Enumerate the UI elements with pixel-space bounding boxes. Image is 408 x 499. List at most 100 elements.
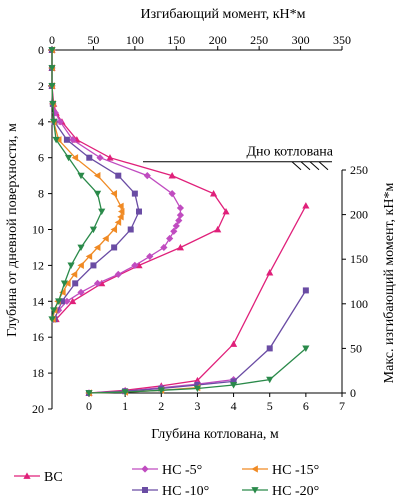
legend-label: ВС — [44, 470, 63, 485]
inset-series-line — [88, 205, 307, 394]
inset-data-point — [121, 389, 129, 396]
profile-data-point — [172, 222, 180, 230]
profile-data-point — [175, 216, 183, 225]
legend-item: НС -20° — [242, 484, 319, 499]
profile-data-point — [77, 288, 85, 296]
hatch-mark — [300, 161, 311, 171]
legend-label: НС -5° — [162, 463, 202, 478]
inset-y-tick-label: 0 — [350, 386, 356, 400]
profile-data-point — [49, 100, 57, 108]
excavation-bottom-label: Дно котлована — [246, 145, 333, 160]
profile-data-point — [93, 279, 102, 287]
hatch-mark — [309, 161, 320, 171]
profile-data-point — [118, 207, 125, 216]
profile-series-line — [51, 50, 140, 320]
inset-data-point — [266, 345, 273, 352]
profile-data-point — [110, 225, 118, 234]
profile-x-tick-label: 200 — [209, 33, 227, 47]
legend-swatch-marker — [23, 472, 31, 479]
profile-data-point — [170, 227, 178, 235]
inset-x-tick-label: 3 — [194, 399, 200, 413]
profile-y-tick-label: 16 — [32, 330, 44, 344]
inset-y-tick-label: 200 — [350, 208, 368, 222]
profile-y-tick-label: 0 — [38, 43, 44, 57]
inset-data-point — [193, 376, 202, 384]
legend: ВС НС -5° НС -15° НС -10° НС -20° — [14, 463, 319, 499]
profile-data-point — [222, 207, 230, 215]
legend-item: НС -5° — [132, 463, 202, 478]
profile-y-tick-label: 4 — [38, 115, 44, 129]
top-x-axis-title: Изгибающий момент, кН*м — [141, 7, 306, 22]
profile-data-point — [59, 288, 66, 296]
legend-swatch-marker — [142, 487, 148, 493]
profile-data-point — [70, 270, 78, 278]
profile-data-point — [48, 65, 56, 72]
excavation-bottom-hatch — [291, 161, 329, 171]
profile-data-point — [60, 280, 69, 287]
profile-data-point — [48, 47, 56, 54]
inset-data-point — [266, 268, 274, 276]
inset-data-point — [229, 340, 238, 347]
profile-data-point — [176, 204, 185, 212]
profile-data-point — [77, 261, 84, 269]
profile-x-tick-label: 100 — [126, 33, 144, 47]
inset-data-point — [229, 382, 238, 389]
profile-data-point — [131, 190, 138, 197]
profile-data-point — [63, 297, 71, 305]
profile-data-point — [56, 118, 64, 126]
profile-data-point — [98, 279, 106, 287]
profile-x-tick-label: 50 — [87, 33, 99, 47]
profile-data-point — [146, 252, 154, 261]
profile-data-point — [77, 244, 85, 252]
profile-data-point — [114, 218, 122, 226]
inset-x-tick-label: 0 — [86, 399, 92, 413]
legend-item: ВС — [14, 470, 63, 485]
profile-x-tick-label: 350 — [333, 33, 351, 47]
profile-data-point — [117, 202, 124, 210]
legend-swatch-marker — [251, 465, 258, 473]
profile-data-point — [93, 190, 102, 198]
profile-data-point — [131, 261, 139, 269]
profile-data-point — [110, 190, 118, 198]
profile-data-point — [86, 154, 93, 161]
inset-series — [85, 345, 310, 397]
inset-data-point — [85, 390, 93, 397]
inset-x-tick-label: 5 — [267, 399, 273, 413]
profile-series-line — [51, 50, 103, 320]
inset-data-point — [266, 376, 274, 384]
profile-data-point — [48, 83, 56, 90]
legend-swatch-marker — [251, 487, 259, 494]
profile-data-point — [85, 252, 93, 261]
profile-data-point — [93, 243, 101, 252]
legend-label: НС -15° — [272, 463, 319, 478]
profile-y-tick-label: 10 — [32, 223, 44, 237]
profile-x-tick-label: 150 — [167, 33, 185, 47]
bottom-x-axis-title: Глубина котлована, м — [151, 427, 279, 442]
profile-series — [48, 46, 125, 323]
inset-data-point — [194, 381, 201, 388]
legend-swatch-marker — [141, 465, 149, 473]
profile-data-point — [117, 213, 124, 221]
profile-data-point — [135, 261, 143, 269]
hatch-mark — [291, 161, 302, 171]
profile-y-tick-label: 8 — [38, 187, 44, 201]
profile-data-point — [114, 270, 122, 278]
inset-data-point — [193, 385, 202, 393]
inset-x-tick-label: 1 — [122, 399, 128, 413]
profile-y-tick-label: 2 — [38, 79, 44, 93]
profile-x-tick-label: 0 — [49, 33, 55, 47]
profile-series-line — [51, 50, 227, 320]
profile-data-point — [72, 280, 79, 287]
profile-data-point — [89, 226, 98, 234]
inset-data-point — [157, 387, 165, 394]
profile-data-point — [106, 154, 114, 161]
profile-data-point — [168, 190, 176, 198]
profile-series — [48, 47, 106, 323]
inset-y-tick-label: 150 — [350, 252, 368, 266]
profile-x-tick-label: 300 — [292, 33, 310, 47]
profile-data-point — [50, 118, 58, 126]
profile-y-tick-label: 12 — [32, 258, 44, 272]
profile-data-point — [48, 316, 56, 323]
right-y-axis-title: Макс. изгибающий момент, кН*м — [382, 183, 397, 384]
